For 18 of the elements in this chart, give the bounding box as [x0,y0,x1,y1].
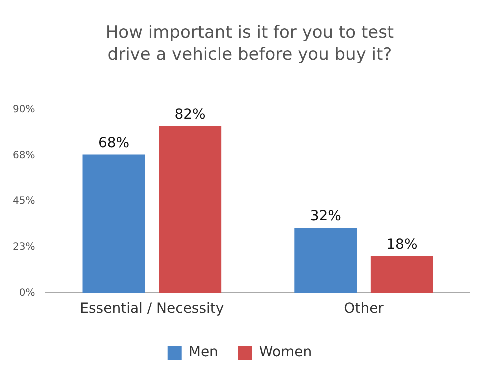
x-tick-label: Essential / Necessity [80,301,224,318]
y-tick-label: 23% [12,242,36,253]
bar [82,154,146,294]
legend-label: Women [259,344,312,361]
bar [370,256,434,294]
data-label: 68% [98,135,130,152]
y-tick-label: 0% [19,288,36,299]
bar [159,126,222,294]
data-label: 18% [386,237,418,254]
data-label: 32% [310,208,342,225]
x-tick-label: Other [344,301,384,318]
data-label: 82% [174,106,206,123]
y-tick-label: 45% [12,196,36,208]
bar [294,228,358,294]
legend-label: Men [188,344,218,361]
y-tick-label: 68% [12,150,36,162]
chart-title: How important is it for you to test drive a vehicle before you buy it? [104,22,396,66]
y-tick-label: 90% [12,104,36,116]
